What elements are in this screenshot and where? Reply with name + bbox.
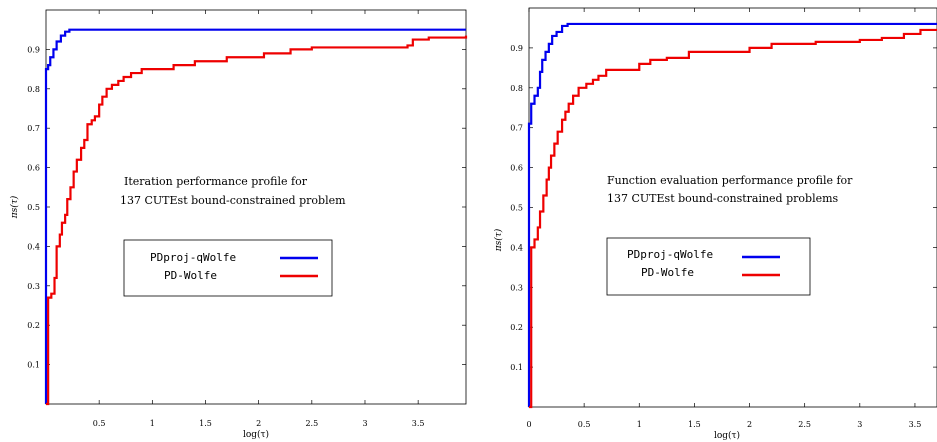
y-axis-label: πs(τ) <box>9 195 20 219</box>
legend-label-pd-wolfe: PD-Wolfe <box>641 266 694 279</box>
annotation-line-1: Function evaluation performance profile … <box>607 174 853 187</box>
x-tick-label: 3 <box>362 419 367 428</box>
legend: PDproj-qWolfe PD-Wolfe <box>606 237 811 296</box>
x-tick-label: 1.5 <box>688 420 701 429</box>
annotation-line-2: 137 CUTEst bound-constrained problems <box>607 192 839 205</box>
y-tick-label: 0.9 <box>510 44 523 53</box>
y-tick-label: 0.1 <box>510 363 523 372</box>
x-axis-label: log(τ) <box>714 430 740 441</box>
series-lines <box>527 22 937 409</box>
x-tick-label: 3.5 <box>909 420 922 429</box>
y-tick-label: 0.8 <box>510 84 523 93</box>
x-tick-labels: 0.5 1 1.5 2 2.5 3 3.5 <box>93 419 425 428</box>
series-line-pdproj-qwolfe <box>527 22 937 407</box>
legend: PDproj-qWolfe PD-Wolfe <box>123 239 333 297</box>
series-line-pd-wolfe <box>529 28 937 409</box>
x-tick-label: 2 <box>747 420 752 429</box>
series-line-pd-wolfe <box>46 35 468 406</box>
y-tick-label: 0.4 <box>510 243 523 252</box>
series-line-pdproj-qwolfe <box>44 28 466 404</box>
x-tick-label: 0 <box>526 420 531 429</box>
x-tick-label: 1 <box>150 419 155 428</box>
y-tick-label: 0.3 <box>27 282 40 291</box>
y-tick-label: 0.2 <box>510 323 523 332</box>
legend-label-pd-wolfe: PD-Wolfe <box>164 269 217 282</box>
y-tick-label: 0.7 <box>510 124 523 133</box>
y-tick-labels: 0.1 0.2 0.3 0.4 0.5 0.6 0.7 0.8 0.9 <box>27 45 40 369</box>
legend-label-pdproj-qwolfe: PDproj-qWolfe <box>150 251 236 264</box>
x-tick-label: 1 <box>637 420 642 429</box>
legend-box <box>606 237 811 296</box>
tick-marks <box>46 10 466 404</box>
y-tick-label: 0.2 <box>27 321 40 330</box>
y-tick-label: 0.6 <box>510 164 523 173</box>
legend-box <box>123 239 333 297</box>
x-tick-label: 0.5 <box>93 419 106 428</box>
y-tick-labels: 0.1 0.2 0.3 0.4 0.5 0.6 0.7 0.8 0.9 <box>510 44 523 372</box>
x-tick-label: 2.5 <box>305 419 318 428</box>
x-tick-label: 2 <box>256 419 261 428</box>
chart-panel-function-evaluations: 0 0.5 1 1.5 2 2.5 3 3.5 0.10.20.30.40.50.60.70.… <box>493 7 937 441</box>
x-tick-labels: 0 0.5 1 1.5 2 2.5 3 3.5 <box>526 420 921 429</box>
y-tick-label: 0.9 <box>27 45 40 54</box>
y-tick-label: 0.5 <box>27 203 40 212</box>
chart-panel-iterations: 0.5 1 1.5 2 2.5 3 3.5 0.1 0.2 0.3 0.4 0.5 0.6 0.7 0.8… <box>9 9 468 440</box>
plot-frame <box>45 9 467 405</box>
plot-frame <box>528 7 937 408</box>
y-tick-label: 0.8 <box>27 85 40 94</box>
x-tick-label: 2.5 <box>798 420 811 429</box>
legend-label-pdproj-qwolfe: PDproj-qWolfe <box>627 248 713 261</box>
x-tick-label: 0.5 <box>578 420 591 429</box>
y-tick-label: 0.3 <box>510 283 523 292</box>
tick-marks <box>528 8 937 407</box>
y-tick-label: 0.5 <box>510 204 523 213</box>
annotation-line-2: 137 CUTEst bound-constrained problem <box>120 194 346 207</box>
series-lines <box>44 28 468 406</box>
y-tick-label: 0.7 <box>27 124 40 133</box>
y-tick-label: 0.1 <box>27 361 40 370</box>
x-tick-label: 1.5 <box>199 419 212 428</box>
y-tick-label: 0.6 <box>27 164 40 173</box>
x-tick-label: 3 <box>857 420 862 429</box>
annotation-line-1: Iteration performance profile for <box>124 175 308 188</box>
y-tick-label: 0.4 <box>27 242 40 251</box>
x-axis-label: log(τ) <box>243 429 269 440</box>
x-tick-label: 3.5 <box>412 419 425 428</box>
y-axis-label: πs(τ) <box>493 228 504 252</box>
